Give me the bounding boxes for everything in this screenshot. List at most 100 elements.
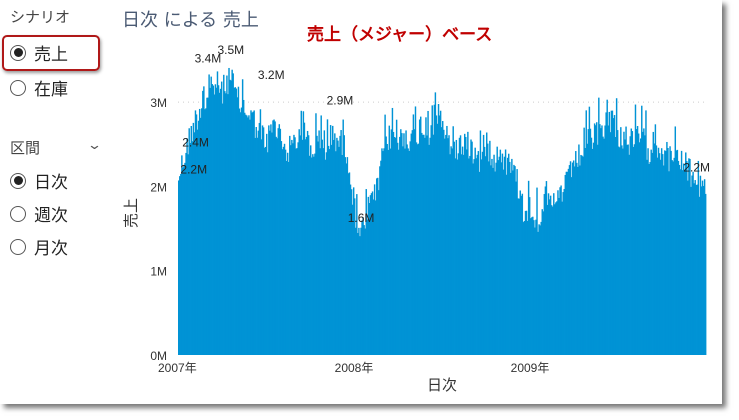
bar bbox=[646, 159, 648, 355]
bar bbox=[628, 154, 630, 355]
bar bbox=[242, 99, 245, 355]
bar bbox=[567, 168, 570, 355]
bar bbox=[302, 111, 305, 355]
bar bbox=[360, 227, 362, 355]
bar bbox=[452, 126, 454, 356]
bar bbox=[328, 149, 331, 355]
bar bbox=[232, 73, 234, 355]
bar bbox=[343, 135, 345, 355]
bar bbox=[389, 148, 392, 355]
bar bbox=[428, 144, 430, 355]
bar bbox=[498, 156, 501, 355]
bar bbox=[301, 139, 304, 355]
bar bbox=[430, 125, 432, 355]
bar bbox=[349, 184, 352, 355]
bar bbox=[321, 139, 323, 355]
bar bbox=[374, 200, 377, 355]
bar bbox=[477, 151, 480, 355]
bar bbox=[575, 151, 577, 355]
bar bbox=[650, 149, 652, 355]
bar bbox=[403, 133, 405, 355]
bar bbox=[388, 125, 391, 356]
bar bbox=[220, 81, 223, 355]
bar bbox=[339, 135, 341, 355]
bar bbox=[523, 220, 526, 355]
bar bbox=[405, 130, 407, 355]
radio-scenario-inventory[interactable]: 在庫 bbox=[10, 75, 68, 100]
bar bbox=[240, 107, 243, 355]
bar bbox=[247, 117, 249, 355]
bar bbox=[514, 166, 516, 355]
bar bbox=[470, 139, 472, 355]
bar bbox=[678, 164, 681, 355]
bar bbox=[526, 220, 529, 355]
bar bbox=[369, 195, 372, 355]
bar bbox=[215, 87, 218, 355]
bar bbox=[550, 205, 553, 355]
data-label: 2.2M bbox=[683, 161, 710, 175]
bar bbox=[647, 148, 649, 355]
chart-title: 日次 による 売上 bbox=[122, 10, 259, 31]
radio-period-monthly[interactable]: 月次 bbox=[10, 234, 68, 259]
bar bbox=[564, 174, 567, 355]
bar bbox=[181, 155, 183, 355]
bar bbox=[598, 97, 600, 356]
bar bbox=[627, 144, 629, 355]
radio-label: 在庫 bbox=[34, 80, 68, 100]
bar bbox=[303, 122, 306, 355]
radio-period-daily[interactable]: 日次 bbox=[10, 168, 68, 193]
bar bbox=[371, 191, 374, 355]
bar bbox=[616, 130, 619, 355]
bar bbox=[457, 153, 460, 355]
bar bbox=[503, 156, 506, 355]
radio-period-weekly[interactable]: 週次 bbox=[10, 201, 68, 226]
bar bbox=[665, 151, 667, 355]
bar bbox=[479, 130, 482, 355]
bar bbox=[354, 198, 356, 355]
bar bbox=[590, 137, 593, 355]
bar bbox=[569, 161, 572, 355]
bar bbox=[483, 146, 486, 355]
bar bbox=[676, 149, 679, 355]
bar bbox=[350, 189, 353, 355]
bar bbox=[255, 127, 257, 355]
chevron-down-icon[interactable]: ⌄ bbox=[86, 138, 103, 153]
bar bbox=[455, 139, 458, 355]
bar bbox=[462, 154, 465, 355]
bar bbox=[445, 134, 447, 355]
bar bbox=[668, 171, 670, 355]
bar bbox=[322, 148, 325, 355]
bar bbox=[323, 130, 326, 355]
bar bbox=[459, 135, 462, 355]
bar bbox=[622, 148, 624, 355]
bar bbox=[413, 129, 416, 355]
bar bbox=[432, 134, 435, 355]
bar bbox=[702, 185, 705, 355]
radio-scenario-sales[interactable]: 売上 bbox=[10, 40, 68, 65]
bar bbox=[314, 153, 316, 355]
bar bbox=[387, 149, 389, 355]
bar bbox=[456, 159, 459, 355]
bar bbox=[406, 144, 408, 355]
bar bbox=[414, 106, 417, 355]
bar bbox=[364, 228, 366, 355]
bar bbox=[195, 114, 198, 355]
bar bbox=[585, 110, 587, 355]
bar bbox=[584, 147, 586, 355]
bar bbox=[352, 187, 355, 355]
bar bbox=[528, 197, 531, 355]
bar bbox=[497, 160, 499, 355]
bar bbox=[492, 167, 494, 355]
bar bbox=[542, 211, 545, 355]
bar bbox=[588, 106, 591, 355]
x-axis-title: 日次 bbox=[427, 377, 457, 394]
bar bbox=[548, 199, 551, 355]
bar bbox=[229, 79, 231, 355]
bar bbox=[390, 129, 393, 355]
bar bbox=[579, 165, 581, 355]
bar bbox=[209, 87, 211, 355]
y-axis-title: 売上 bbox=[123, 198, 140, 228]
bar bbox=[502, 169, 505, 355]
bar bbox=[257, 130, 260, 355]
bar bbox=[682, 163, 685, 355]
